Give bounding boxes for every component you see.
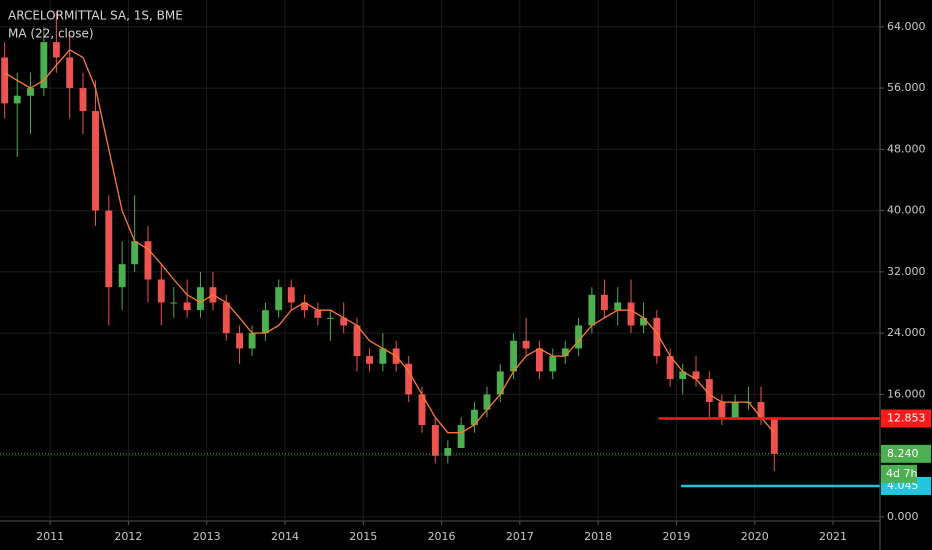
candle-body <box>653 317 661 357</box>
candle-body <box>118 264 126 288</box>
candle-body <box>1 57 9 104</box>
candle-body <box>418 394 426 426</box>
candle-body <box>483 394 491 410</box>
candle-body <box>627 302 635 326</box>
candle-body <box>496 371 504 395</box>
x-tick-label: 2015 <box>349 530 377 543</box>
candle-body <box>522 340 530 349</box>
countdown-label: 4d 7h <box>886 467 917 480</box>
candle-body <box>92 111 99 211</box>
candle-body <box>131 241 139 265</box>
candle-body <box>13 95 21 104</box>
candle-body <box>561 348 569 357</box>
candle-body <box>366 356 373 364</box>
y-tick-label: 56.000 <box>887 81 926 94</box>
y-tick-label: 16.000 <box>887 387 926 400</box>
candle-body <box>353 325 361 357</box>
candle-body <box>692 371 700 380</box>
candle-body <box>105 210 113 288</box>
candle-body <box>222 302 230 334</box>
candle-body <box>275 287 283 311</box>
candle-body <box>431 425 439 456</box>
countdown-tag <box>881 464 917 483</box>
candle-body <box>27 88 34 96</box>
candle-body <box>52 42 60 58</box>
x-tick-label: 2014 <box>271 530 299 543</box>
candle-body <box>340 317 348 326</box>
x-tick-label: 2020 <box>741 530 769 543</box>
y-tick-label: 24.000 <box>887 326 926 339</box>
x-tick-label: 2021 <box>819 530 847 543</box>
candle-body <box>614 302 622 311</box>
moving-average <box>4 48 775 434</box>
x-tick-label: 2012 <box>114 530 142 543</box>
candle-body <box>510 340 518 372</box>
x-tick-label: 2011 <box>36 530 64 543</box>
y-tick-label: 32.000 <box>887 265 926 278</box>
x-tick-label: 2013 <box>193 530 221 543</box>
candle-body <box>287 287 295 303</box>
candle-body <box>79 88 87 112</box>
level-tag <box>881 409 931 428</box>
candle-body <box>444 448 452 456</box>
y-tick-label: 64.000 <box>887 20 926 33</box>
candle-body <box>575 325 583 349</box>
candle-body <box>183 302 191 311</box>
candle-body <box>261 310 269 334</box>
candle-body <box>471 409 478 426</box>
candle-body <box>326 317 334 319</box>
candle-body <box>157 279 165 303</box>
x-tick-label: 2018 <box>584 530 612 543</box>
candle-body <box>600 294 608 311</box>
candle-body <box>770 417 778 454</box>
candle-body <box>549 356 557 372</box>
candle-body <box>718 402 726 418</box>
candle-body <box>757 402 765 418</box>
candle-body <box>640 317 648 326</box>
level-label: 12.853 <box>887 412 926 425</box>
candle-body <box>666 356 674 380</box>
candle-body <box>731 402 739 418</box>
candle-body <box>301 302 308 311</box>
candle-body <box>405 363 413 395</box>
x-tick-label: 2019 <box>662 530 690 543</box>
plot <box>0 11 880 488</box>
candle-body <box>588 294 596 326</box>
candle-body <box>66 57 74 89</box>
indicator-label: MA (22, close) <box>8 27 94 41</box>
axes: 0.0008.00016.00024.00032.00040.00048.000… <box>36 20 931 543</box>
candle-body <box>196 287 204 311</box>
candle-body <box>170 302 178 304</box>
candle-body <box>144 241 152 280</box>
candle-body <box>314 310 322 318</box>
candle-body <box>236 333 244 349</box>
candle-body <box>379 348 387 364</box>
candle-body <box>40 42 48 89</box>
candle-body <box>679 371 687 380</box>
y-tick-label: 48.000 <box>887 142 926 155</box>
grid <box>0 0 880 520</box>
x-tick-label: 2016 <box>428 530 456 543</box>
candle-body <box>457 425 465 449</box>
last-price-label: 8.240 <box>887 447 919 460</box>
last-price-tag <box>881 444 931 463</box>
candle-body <box>705 379 713 403</box>
candle-body <box>248 333 256 349</box>
y-tick-label: 40.000 <box>887 204 926 217</box>
candle-body <box>535 348 543 372</box>
chart-title: ARCELORMITTAL SA, 1S, BME <box>8 9 183 23</box>
y-tick-label: 0.000 <box>887 510 919 523</box>
x-tick-label: 2017 <box>506 530 534 543</box>
